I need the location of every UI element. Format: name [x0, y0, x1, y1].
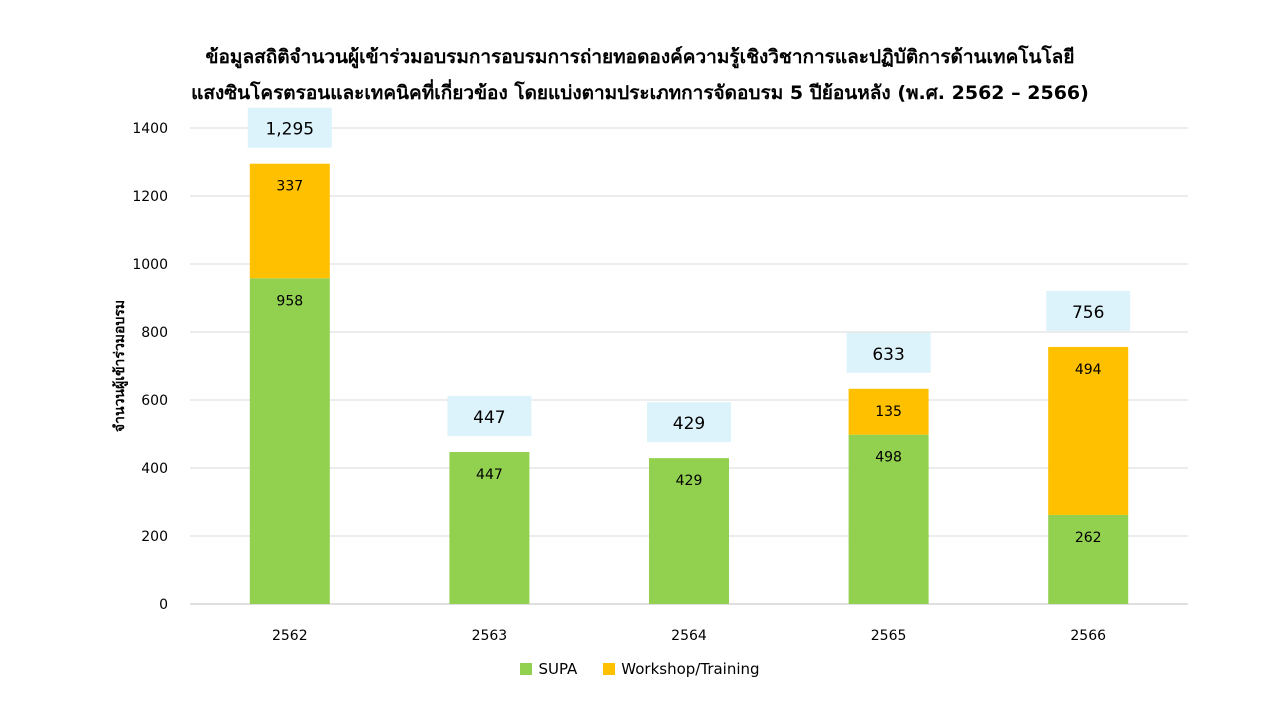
x-tick-label: 2564	[671, 628, 707, 644]
total-label: 1,295	[265, 120, 314, 140]
legend-item-workshop: Workshop/Training	[603, 660, 760, 678]
total-label-box	[846, 332, 931, 373]
data-label-workshop: 494	[1075, 362, 1102, 378]
legend: SUPA Workshop/Training	[0, 660, 1280, 678]
total-label: 633	[872, 345, 904, 365]
total-label: 429	[673, 414, 705, 434]
bar-workshop	[1048, 346, 1129, 515]
legend-label-supa: SUPA	[538, 660, 578, 678]
total-label: 756	[1072, 303, 1104, 323]
bars	[249, 163, 1129, 604]
legend-item-supa: SUPA	[520, 660, 577, 678]
y-tick-label: 800	[141, 325, 168, 341]
grid-lines	[190, 127, 1188, 605]
bar-supa	[649, 458, 729, 604]
y-tick-label: 1400	[132, 121, 168, 137]
data-labels: 958 337 1,295 447 447 429 429 498 135 633 262 494 75…	[247, 107, 1131, 546]
data-label-supa: 498	[875, 450, 902, 466]
y-tick-label: 1200	[132, 189, 168, 205]
data-label-supa: 262	[1075, 530, 1102, 546]
x-tick-label: 2562	[272, 628, 308, 644]
y-tick-label: 400	[141, 461, 168, 477]
y-tick-label: 1000	[132, 257, 168, 273]
legend-swatch-workshop	[603, 663, 616, 675]
bar-supa	[449, 452, 530, 604]
total-label: 447	[473, 408, 505, 428]
x-tick-label: 2565	[871, 628, 907, 644]
bar-workshop	[249, 163, 330, 279]
y-tick-label: 600	[141, 393, 168, 409]
x-tick-label: 2563	[472, 628, 508, 644]
bar-supa	[848, 434, 929, 604]
total-label-box	[447, 396, 532, 437]
data-label-supa: 447	[476, 467, 503, 483]
y-axis-label: จำนวนผู้เข้าร่วมอบรม	[112, 300, 128, 432]
x-tick-label: 2566	[1070, 628, 1106, 644]
data-label-workshop: 337	[276, 179, 303, 195]
total-label-box	[247, 107, 332, 148]
bar-supa	[249, 278, 330, 604]
legend-swatch-supa	[520, 663, 533, 675]
data-label-supa: 958	[276, 293, 303, 309]
total-label-box	[1046, 290, 1131, 331]
data-label-supa: 429	[676, 473, 703, 489]
bar-supa	[1048, 514, 1129, 604]
chart-title-line-2: แสงซินโครตรอนและเทคนิคที่เกี่ยวข้อง โดยแ…	[191, 82, 1089, 104]
legend-label-workshop: Workshop/Training	[621, 660, 760, 678]
total-label-box	[647, 402, 731, 443]
x-axis-ticks: 2562 2563 2564 2565 2566	[272, 628, 1106, 644]
y-tick-label: 200	[141, 529, 168, 545]
chart-title-line-1: ข้อมูลสถิติจำนวนผู้เข้าร่วมอบรมการอบรมกา…	[205, 46, 1075, 68]
bar-workshop	[848, 388, 929, 435]
data-label-workshop: 135	[875, 404, 902, 420]
y-axis-ticks: 0 200 400 600 800 1000 1200 1400	[132, 121, 168, 613]
y-tick-label: 0	[159, 597, 168, 613]
